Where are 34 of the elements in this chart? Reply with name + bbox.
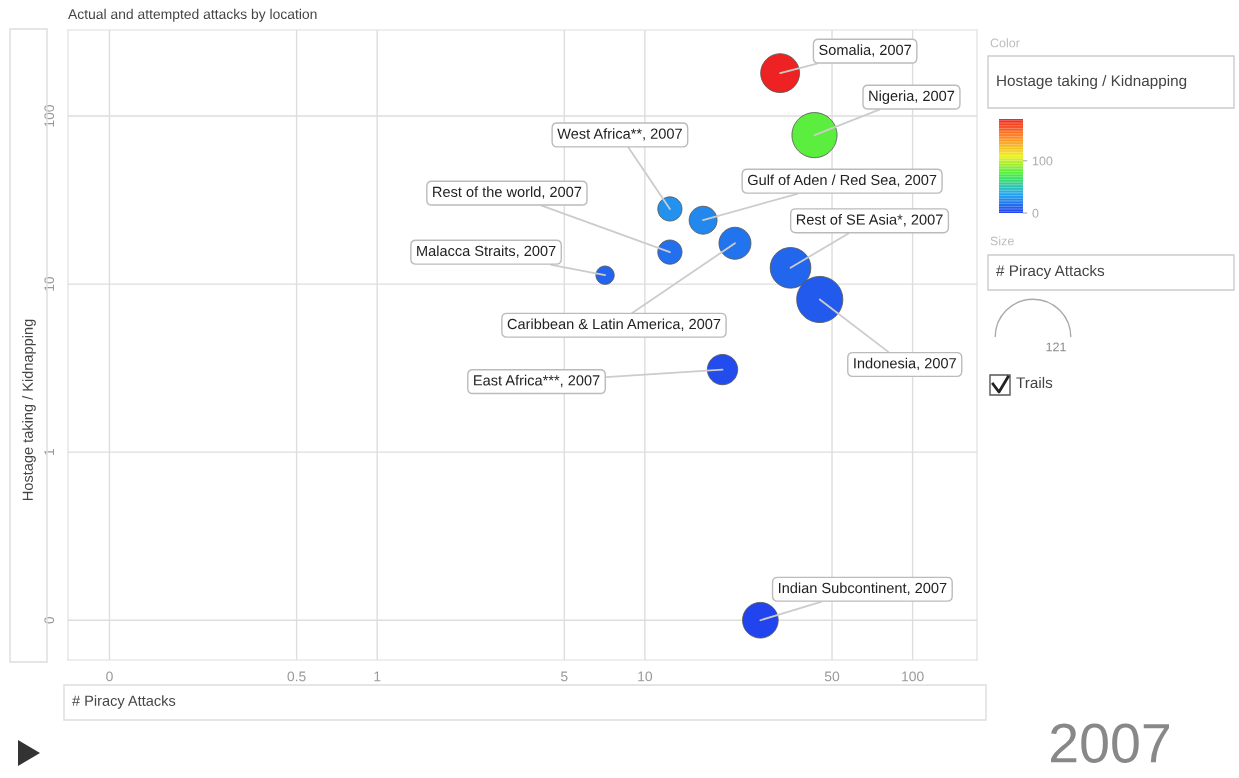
- x-axis-title: # Piracy Attacks: [72, 695, 176, 709]
- annotation: West Africa**, 2007: [557, 128, 682, 141]
- y-tick-label: 0: [44, 616, 55, 624]
- x-tick-label: 0.5: [287, 671, 306, 682]
- annotation: Rest of the world, 2007: [433, 186, 582, 199]
- text: 2007: [1051, 723, 1170, 763]
- x-tick-label: 10: [638, 671, 653, 682]
- text: # Piracy Attacks: [996, 264, 1105, 280]
- x-tick-label: 5: [561, 671, 568, 682]
- chart-title: Actual and attempted attacks by location: [68, 8, 317, 22]
- annotation: Malacca Straits, 2007: [417, 245, 556, 258]
- text: Size: [990, 236, 1014, 246]
- annotation: Gulf of Aden / Red Sea, 2007: [747, 174, 937, 187]
- y-tick-label: 10: [44, 276, 55, 291]
- x-tick-label: 50: [824, 671, 840, 682]
- text: Color: [990, 38, 1020, 48]
- x-tick-label: 1: [374, 671, 381, 682]
- annotation: Caribbean & Latin America, 2007: [507, 318, 721, 331]
- y-tick-label: 100: [44, 104, 55, 127]
- color-bar-title: Hostage taking / Kidnapping: [997, 74, 1187, 90]
- text: Trails: [1016, 376, 1053, 389]
- annotation: Somalia, 2007: [819, 44, 912, 57]
- annotation: Indonesia, 2007: [854, 357, 956, 371]
- annotation: Nigeria, 2007: [869, 90, 955, 104]
- legend-label: 121: [1046, 342, 1066, 352]
- x-tick-label: 0: [106, 671, 113, 682]
- y-tick-label: 1: [44, 448, 55, 455]
- color-bar-label: 100: [1032, 156, 1053, 166]
- annotation: Rest of SE Asia*, 2007: [796, 214, 943, 227]
- x-tick-label: 100: [902, 671, 924, 682]
- annotation: Indian Subcontinent, 2007: [778, 582, 947, 595]
- color-bar-label: 0: [1032, 208, 1039, 218]
- y-axis-title: Hostage taking / Kidnapping: [22, 319, 36, 501]
- annotation: East Africa***, 2007: [474, 374, 600, 388]
